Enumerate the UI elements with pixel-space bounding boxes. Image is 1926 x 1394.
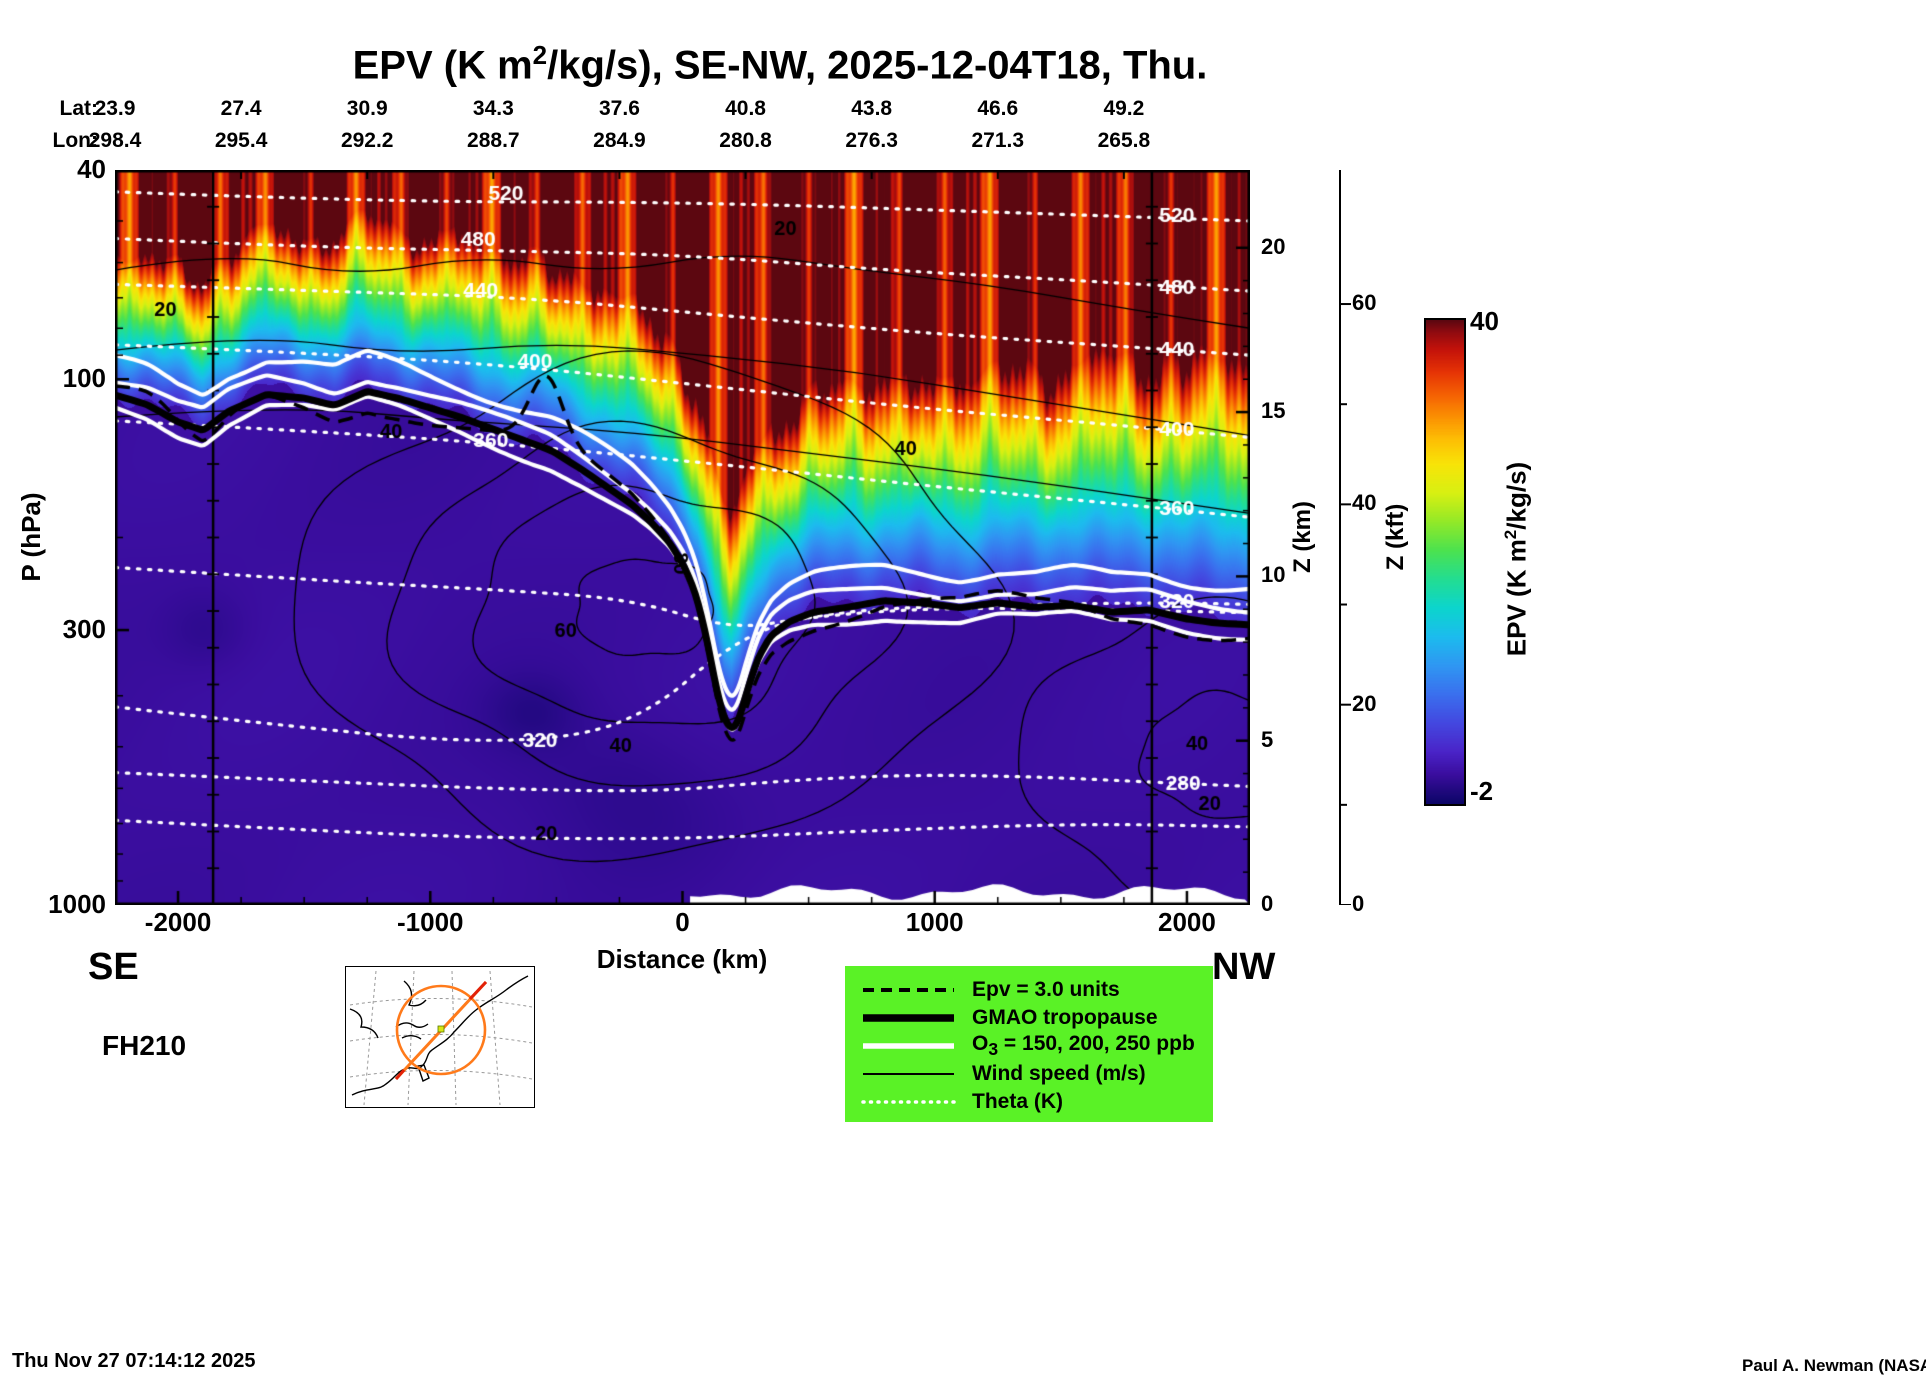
distance-tick-label: 1000 — [905, 907, 964, 937]
chart-title: EPV (K m2/kg/s), SE-NW, 2025-12-04T18, T… — [115, 40, 1445, 88]
legend-line-sample-ozone — [863, 1043, 954, 1049]
legend-item-wind-speed: Wind speed (m/s) — [845, 1060, 1213, 1088]
chart-title-post: /kg/s), SE-NW, 2025-12-04T18, Thu. — [547, 43, 1208, 88]
chart-title-pre: EPV (K m — [352, 43, 533, 88]
colorbar-axis-label: EPV (K m2/kg/s) — [1501, 359, 1532, 759]
legend-line-sample-epv3 — [863, 988, 954, 992]
chart-title-sup: 2 — [532, 40, 548, 70]
latitude-tick-label: 46.6 — [977, 97, 1019, 120]
forecast-hour-label: FH210 — [102, 1030, 187, 1061]
corner-label-nw: NW — [1212, 946, 1276, 988]
colorbar-label-sup: 2 — [1501, 529, 1520, 540]
z-kft-tick-label: 60 — [1352, 290, 1377, 316]
distance-tick-label: 2000 — [1158, 907, 1216, 937]
cross-section-location-map — [345, 966, 535, 1108]
epv-cross-section-plot — [115, 170, 1250, 905]
latitude-tick-label: 23.9 — [94, 97, 136, 120]
legend-label-theta: Theta (K) — [972, 1090, 1063, 1113]
z-kft-tick-label: 0 — [1352, 891, 1365, 916]
legend-line-sample-wind-speed — [863, 1073, 954, 1075]
z-km-tick-label: 0 — [1261, 891, 1274, 916]
pressure-tick-label: 100 — [62, 363, 106, 394]
legend-label-gmao-tropopause: GMAO tropopause — [972, 1006, 1158, 1029]
distance-tick-label: -2000 — [144, 907, 212, 937]
pressure-tick-label: 300 — [62, 614, 106, 645]
lat-axis-label: Lat: — [59, 97, 99, 120]
z-km-tick-label: 15 — [1261, 398, 1286, 424]
distance-tick-label: -1000 — [397, 907, 464, 937]
lon-axis-label: Lon: — [52, 129, 98, 152]
latitude-tick-label: 40.8 — [725, 97, 766, 120]
longitude-tick-label: 265.8 — [1097, 129, 1151, 152]
latitude-tick-label: 34.3 — [472, 97, 514, 120]
z-kft-axis-label: Z (kft) — [1382, 503, 1409, 571]
colorbar-max-label: 40 — [1470, 306, 1499, 336]
legend-label-ozone: O3 = 150, 200, 250 ppb — [972, 1031, 1195, 1060]
latitude-tick-label: 37.6 — [599, 97, 640, 120]
z-km-tick-label: 5 — [1261, 726, 1274, 752]
z-kft-axis — [1339, 170, 1351, 905]
latitude-tick-label: 43.8 — [851, 97, 893, 120]
longitude-tick-label: 292.2 — [340, 129, 394, 152]
z-kft-tick-label: 20 — [1352, 690, 1377, 716]
epv-colorbar — [1424, 318, 1466, 806]
legend-item-epv3: Epv = 3.0 units — [845, 976, 1213, 1004]
longitude-tick-label: 295.4 — [214, 129, 268, 152]
credit-text: Paul A. Newman (NASA — [1742, 1356, 1926, 1375]
longitude-tick-label: 280.8 — [719, 129, 772, 152]
longitude-tick-label: 284.9 — [593, 129, 646, 152]
legend-label-epv3: Epv = 3.0 units — [972, 978, 1120, 1001]
legend-box: Epv = 3.0 units GMAO tropopause O3 = 150, … — [845, 966, 1213, 1122]
colorbar-label-post: /kg/s) — [1501, 461, 1532, 530]
z-km-tick-label: 20 — [1261, 233, 1286, 259]
legend-line-sample-gmao-tropopause — [863, 1014, 954, 1022]
z-km-axis-label: Z (km) — [1289, 501, 1316, 573]
legend-item-ozone: O3 = 150, 200, 250 ppb — [845, 1032, 1213, 1060]
latitude-tick-label: 30.9 — [346, 97, 388, 120]
creation-timestamp: Thu Nov 27 07:14:12 2025 — [12, 1350, 256, 1372]
longitude-tick-label: 298.4 — [88, 129, 142, 152]
legend-label-wind-speed: Wind speed (m/s) — [972, 1062, 1146, 1085]
legend-item-gmao-tropopause: GMAO tropopause — [845, 1004, 1213, 1032]
longitude-tick-label: 271.3 — [971, 129, 1025, 152]
z-kft-tick-label: 40 — [1352, 490, 1377, 516]
distance-tick-label: 0 — [675, 907, 690, 937]
latitude-tick-label: 27.4 — [220, 97, 262, 120]
corner-label-se: SE — [88, 946, 139, 988]
pressure-tick-label: 40 — [77, 154, 106, 184]
z-km-tick-label: 10 — [1261, 562, 1286, 588]
legend-line-sample-theta — [861, 1100, 956, 1104]
colorbar-min-label: -2 — [1470, 776, 1494, 806]
longitude-tick-label: 276.3 — [845, 129, 898, 152]
distance-axis-label: Distance (km) — [596, 944, 768, 974]
legend-item-theta: Theta (K) — [845, 1088, 1213, 1116]
pressure-axis-label: P (hPa) — [16, 492, 46, 582]
latitude-tick-label: 49.2 — [1103, 97, 1145, 120]
longitude-tick-label: 288.7 — [467, 129, 520, 152]
colorbar-label-pre: EPV (K m — [1501, 539, 1532, 657]
pressure-tick-label: 1000 — [48, 889, 106, 919]
